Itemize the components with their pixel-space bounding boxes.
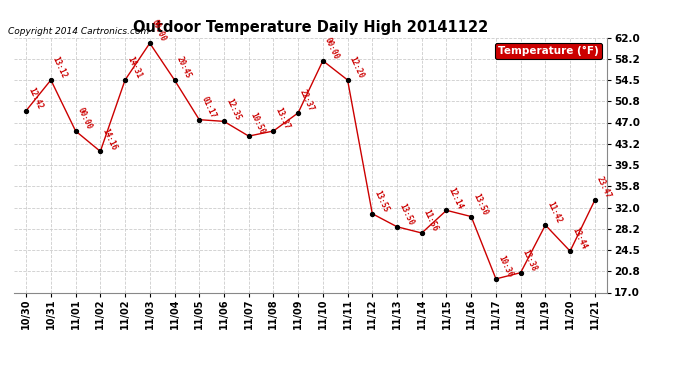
Point <box>95 148 106 154</box>
Point <box>219 118 230 124</box>
Point <box>391 224 402 230</box>
Text: Copyright 2014 Cartronics.com: Copyright 2014 Cartronics.com <box>8 27 149 36</box>
Point <box>589 197 600 203</box>
Text: 14:31: 14:31 <box>125 55 143 80</box>
Text: 13:50: 13:50 <box>471 192 489 217</box>
Point <box>317 58 328 64</box>
Text: 11:42: 11:42 <box>545 200 563 225</box>
Text: 14:16: 14:16 <box>100 127 118 152</box>
Point <box>169 77 180 83</box>
Point <box>515 270 526 276</box>
Text: 13:50: 13:50 <box>397 202 415 227</box>
Text: 12:20: 12:20 <box>348 55 366 80</box>
Text: 12:35: 12:35 <box>224 97 242 122</box>
Point <box>268 128 279 134</box>
Text: 00:00: 00:00 <box>323 36 341 61</box>
Point <box>144 40 155 46</box>
Text: 13:38: 13:38 <box>521 248 539 273</box>
Point <box>342 77 353 83</box>
Text: 12:42: 12:42 <box>26 86 44 111</box>
Legend: Temperature (°F): Temperature (°F) <box>495 43 602 59</box>
Text: 11:56: 11:56 <box>422 208 440 233</box>
Text: 13:44: 13:44 <box>570 226 588 251</box>
Text: 13:37: 13:37 <box>273 106 291 131</box>
Point <box>46 77 57 83</box>
Text: 23:47: 23:47 <box>595 176 613 200</box>
Text: 10:50: 10:50 <box>248 111 266 136</box>
Point <box>540 222 551 228</box>
Text: 13:55: 13:55 <box>373 189 391 214</box>
Title: Outdoor Temperature Daily High 20141122: Outdoor Temperature Daily High 20141122 <box>133 20 488 35</box>
Text: 01:17: 01:17 <box>199 95 217 120</box>
Point <box>293 110 304 116</box>
Point <box>21 108 32 114</box>
Point <box>243 133 254 139</box>
Point <box>416 230 427 236</box>
Point <box>367 211 378 217</box>
Text: 00:00: 00:00 <box>76 106 94 131</box>
Point <box>466 214 477 220</box>
Text: 22:37: 22:37 <box>298 88 316 113</box>
Text: 12:14: 12:14 <box>446 186 464 210</box>
Point <box>70 128 81 134</box>
Text: 20:45: 20:45 <box>175 55 193 80</box>
Point <box>194 117 205 123</box>
Point <box>491 276 502 282</box>
Text: 10:36: 10:36 <box>496 254 514 279</box>
Text: 00:00: 00:00 <box>150 18 168 43</box>
Text: 13:12: 13:12 <box>51 55 69 80</box>
Point <box>564 248 575 254</box>
Point <box>119 77 130 83</box>
Point <box>441 207 452 213</box>
